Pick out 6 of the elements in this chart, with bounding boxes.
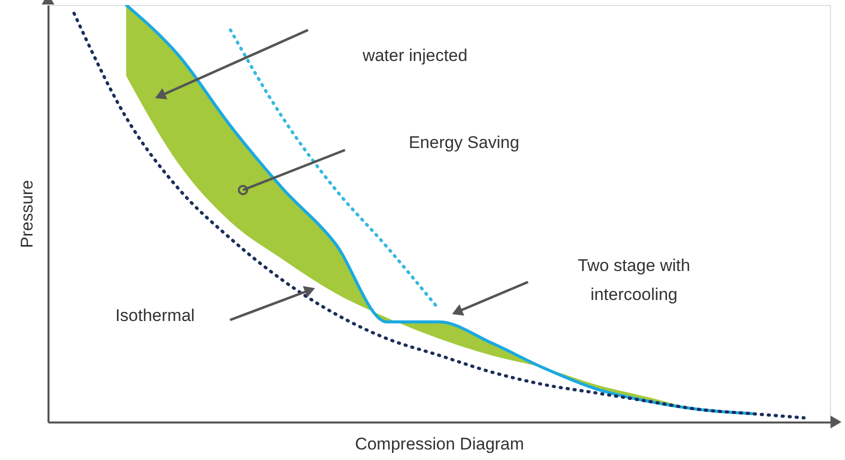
- y-axis-title: Pressure: [18, 180, 36, 248]
- x-axis-title: Compression Diagram: [354, 434, 524, 454]
- annotation: Energy Saving: [408, 133, 520, 152]
- annotation: Isothermal: [115, 306, 195, 325]
- annotation: water injected: [362, 46, 468, 65]
- annotation: Two stage with intercooling: [578, 256, 690, 304]
